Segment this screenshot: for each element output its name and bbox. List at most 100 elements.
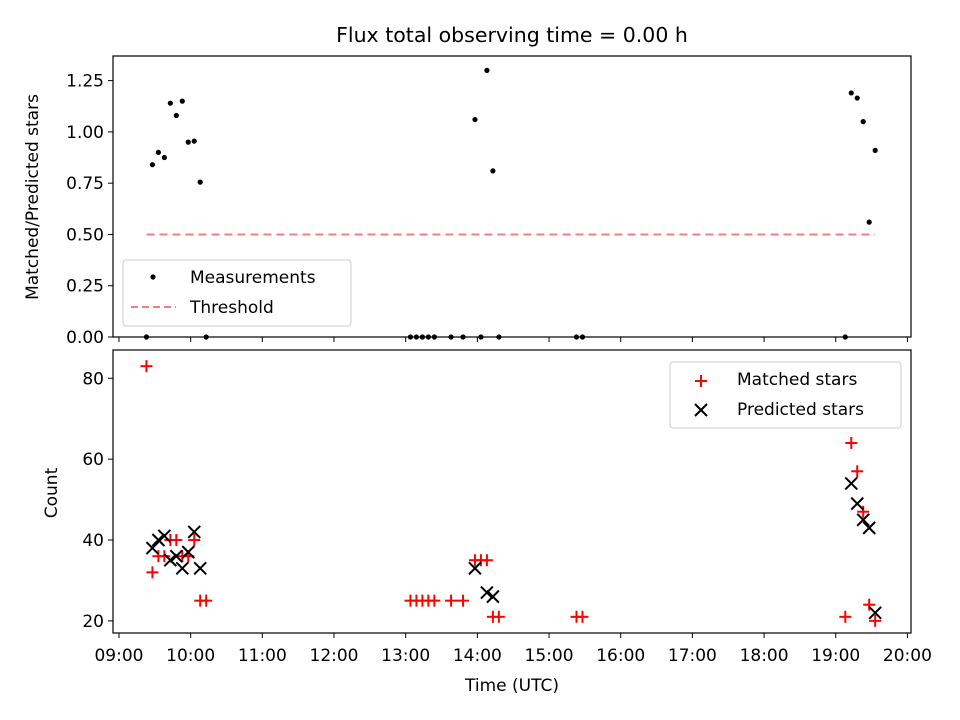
top-y-tick-label: 1.00 xyxy=(66,123,104,143)
predicted-stars-point xyxy=(145,541,160,555)
bottom-axes-frame xyxy=(112,349,912,634)
bottom-legend-box xyxy=(669,361,902,429)
matched-stars-point xyxy=(480,554,493,567)
matched-stars-point xyxy=(428,594,441,607)
legend-matched-marker xyxy=(695,375,707,387)
top-y-tick-label: 0.25 xyxy=(66,277,104,297)
predicted-stars-point xyxy=(844,476,858,491)
matched-stars-point xyxy=(146,566,159,579)
bottom-y-tick-label: 60 xyxy=(82,450,104,470)
matched-stars-point xyxy=(188,534,201,547)
matched-stars-point xyxy=(158,550,171,563)
x-tick-label: 09:00 xyxy=(94,646,143,666)
x-tick-label: 11:00 xyxy=(238,646,287,666)
bottom-y-tick-label: 80 xyxy=(82,369,104,389)
matched-stars-point xyxy=(863,598,876,611)
x-tick-label: 18:00 xyxy=(740,646,789,666)
top-plot-area xyxy=(143,67,878,340)
bottom-x-ticks: 09:00 10:00 11:00 12:00 13:00 14:00 15:00 16:00… xyxy=(94,633,932,666)
measurements-point xyxy=(860,119,866,125)
matched-stars-point xyxy=(140,360,153,373)
predicted-stars-point xyxy=(480,585,494,600)
measurements-point xyxy=(848,90,854,96)
x-tick-label: 13:00 xyxy=(381,646,430,666)
measurements-point xyxy=(484,67,490,73)
measurements-point xyxy=(872,147,878,153)
predicted-stars-point xyxy=(862,521,876,535)
measurements-point xyxy=(173,112,179,119)
matched-stars-point xyxy=(492,610,505,623)
measurements-point xyxy=(161,154,167,161)
top-y-tick-label: 1.25 xyxy=(66,72,104,92)
predicted-stars-point xyxy=(850,496,864,511)
matched-stars-point xyxy=(200,594,213,607)
predicted-stars-point xyxy=(193,561,207,576)
top-legend-box xyxy=(122,259,352,327)
x-tick-label: 15:00 xyxy=(525,646,574,666)
matched-stars-point xyxy=(576,610,589,623)
matched-stars-point xyxy=(869,614,882,627)
top-y-ticks: 0.00 0.25 0.50 0.75 1.00 1.25 xyxy=(66,72,113,348)
bottom-y-tick-label: 20 xyxy=(82,612,104,632)
measurements-point xyxy=(472,116,478,123)
measurements-point xyxy=(191,138,197,144)
measurements-point xyxy=(197,179,203,185)
measurements-point xyxy=(185,139,191,145)
matched-stars-point xyxy=(857,505,870,518)
bottom-legend: Matched stars Predicted stars xyxy=(669,361,902,429)
predicted-stars-point xyxy=(486,589,500,604)
predicted-stars-point xyxy=(163,553,178,567)
top-panel: Matched/Predicted stars 0.00 0.25 0.50 0.75… xyxy=(23,55,912,348)
legend-predicted-label: Predicted stars xyxy=(737,400,864,420)
measurements-point xyxy=(179,98,185,104)
legend-threshold-label: Threshold xyxy=(189,298,274,318)
bottom-y-tick-label: 40 xyxy=(82,531,104,551)
x-axis-label: Time (UTC) xyxy=(464,676,559,696)
measurements-point xyxy=(149,162,156,168)
top-axes-frame xyxy=(112,55,912,338)
predicted-stars-point xyxy=(187,525,201,539)
bottom-ylabel: Count xyxy=(42,467,62,518)
matched-stars-point xyxy=(845,436,858,449)
matched-stars-point xyxy=(839,610,852,623)
matched-stars-point xyxy=(445,594,458,607)
x-tick-label: 17:00 xyxy=(668,646,717,666)
predicted-stars-point xyxy=(868,606,882,620)
predicted-stars-point xyxy=(468,561,482,576)
top-ylabel: Matched/Predicted stars xyxy=(23,94,43,300)
top-legend: Measurements Threshold xyxy=(122,259,352,327)
x-tick-label: 12:00 xyxy=(310,646,359,666)
measurements-point xyxy=(866,219,872,225)
x-tick-label: 10:00 xyxy=(166,646,215,666)
x-tick-label: 20:00 xyxy=(883,646,932,666)
legend-measurements-label: Measurements xyxy=(190,268,316,288)
x-tick-label: 16:00 xyxy=(596,646,645,666)
legend-measurements-marker xyxy=(150,274,156,280)
bottom-plot-area xyxy=(140,360,882,627)
top-x-ticks xyxy=(118,337,908,342)
measurements-point xyxy=(167,100,173,106)
matched-stars-point xyxy=(457,594,470,607)
predicted-stars-point xyxy=(856,513,870,527)
predicted-stars-point xyxy=(157,529,172,543)
predicted-stars-point xyxy=(151,533,166,547)
legend-predicted-marker xyxy=(694,403,708,417)
top-y-tick-label: 0.75 xyxy=(66,174,104,194)
measurements-point xyxy=(155,149,161,156)
bottom-y-ticks: 20 40 60 80 xyxy=(82,369,113,632)
predicted-stars-point xyxy=(175,561,189,576)
predicted-stars-point xyxy=(181,545,195,559)
x-tick-label: 14:00 xyxy=(453,646,502,666)
measurements-point xyxy=(854,95,860,101)
legend-matched-label: Matched stars xyxy=(737,370,857,390)
chart-title: Flux total observing time = 0.00 h xyxy=(336,23,688,47)
x-tick-label: 19:00 xyxy=(811,646,860,666)
bottom-panel: Count 20 40 60 80 09:00 10:00 11:00 12:00 13:00… xyxy=(42,349,932,666)
matched-stars-point xyxy=(170,534,183,547)
measurements-point xyxy=(490,168,496,174)
top-y-tick-label: 0.50 xyxy=(66,225,104,245)
matched-stars-point xyxy=(851,465,864,478)
predicted-stars-point xyxy=(169,549,184,563)
top-y-tick-label: 0.00 xyxy=(66,328,104,348)
